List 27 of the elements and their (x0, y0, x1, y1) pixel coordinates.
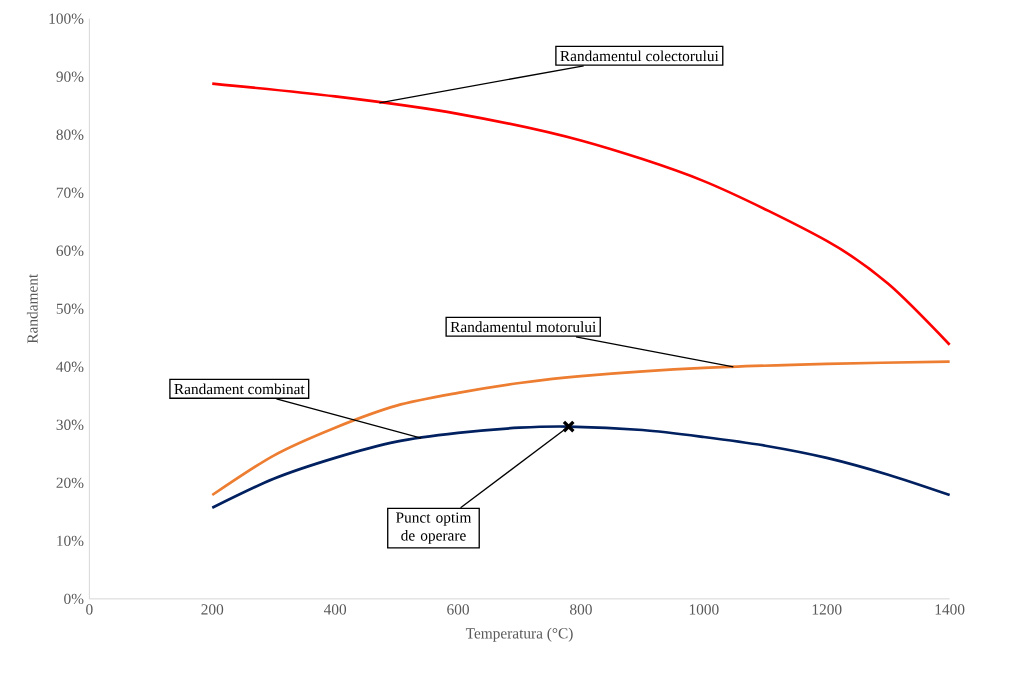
annotation: Randamentul colectorului (560, 50, 719, 62)
y-tick-label: 60% (56, 245, 84, 256)
x-tick-label: 200 (201, 604, 224, 615)
y-axis-title: Randament (26, 273, 38, 344)
line-series (210, 425, 951, 510)
x-tick-label: 600 (447, 604, 469, 615)
y-tick-label: 30% (56, 419, 84, 431)
y-tick-label: 90% (56, 71, 84, 82)
y-tick-label: 0% (64, 593, 84, 605)
x-tick-label: 800 (570, 604, 592, 615)
line-series (210, 82, 951, 347)
y-tick-label: 70% (56, 187, 84, 198)
x-axis-title: Temperatura (°C) (465, 627, 573, 642)
x-tick-label: 0 (86, 604, 93, 615)
y-tick-label: 10% (57, 535, 84, 547)
y-tick-label: 50% (56, 303, 84, 315)
annotation: Randamentul motorului (450, 321, 596, 333)
annotation: Randament combinat (174, 383, 305, 395)
x-tick-label: 400 (323, 604, 347, 615)
y-tick-label: 80% (56, 129, 84, 140)
y-tick-label: 20% (56, 477, 84, 489)
y-tick-label: 100% (49, 13, 84, 24)
x-tick-label: 1000 (689, 604, 719, 615)
x-tick-label: 1400 (935, 604, 965, 615)
x-tick-label: 1200 (812, 604, 842, 615)
y-tick-label: 40% (56, 361, 84, 373)
annotation: Punct optim de operare (396, 512, 472, 544)
